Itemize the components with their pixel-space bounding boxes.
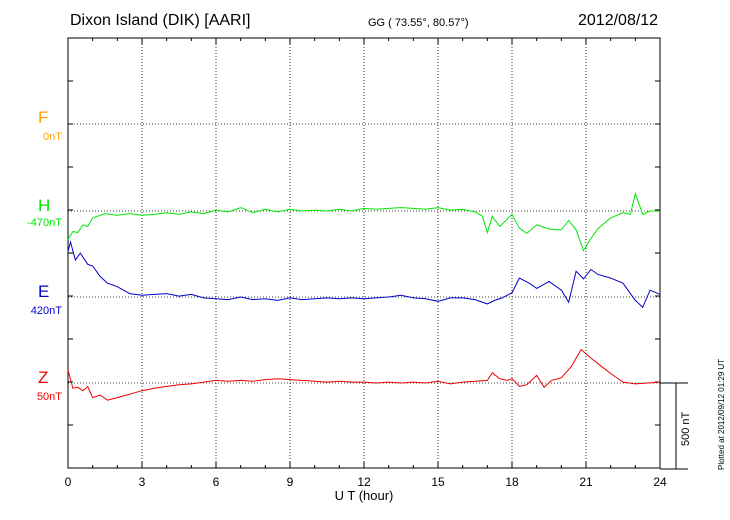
plotted-note: Plotted at 2012/09/12 01:29 UT [717, 358, 726, 470]
plot-frame [67, 37, 661, 469]
station-title: Dixon Island (DIK) [AARI] [70, 12, 251, 29]
x-tick-label: 0 [65, 475, 72, 489]
x-tick-label: 21 [579, 475, 593, 489]
component-baseline-z: 50nT [36, 391, 62, 403]
component-baseline-f: 0nT [43, 131, 62, 143]
component-label-h: H [38, 196, 51, 215]
series-line-h [67, 192, 660, 252]
x-tick-label: 6 [213, 475, 220, 489]
x-axis-label: U T (hour) [335, 488, 394, 503]
x-tick-label: 18 [505, 475, 519, 489]
chart-date: 2012/08/12 [578, 12, 659, 29]
x-tick-label: 9 [287, 475, 294, 489]
scale-bar-label: 500 nT [680, 411, 692, 446]
component-label-f: F [38, 108, 49, 127]
component-label-e: E [38, 282, 50, 301]
x-tick-label: 3 [139, 475, 146, 489]
component-label-z: Z [38, 368, 49, 387]
x-tick-label: 12 [357, 475, 371, 489]
component-baseline-h: -470nT [27, 217, 62, 229]
series-line-z [67, 348, 661, 401]
x-tick-label: 15 [431, 475, 445, 489]
series-line-e [67, 240, 661, 309]
component-baseline-e: 420nT [30, 305, 62, 317]
station-coordinates: GG ( 73.55°, 80.57°) [368, 17, 469, 29]
x-tick-label: 24 [653, 475, 667, 489]
